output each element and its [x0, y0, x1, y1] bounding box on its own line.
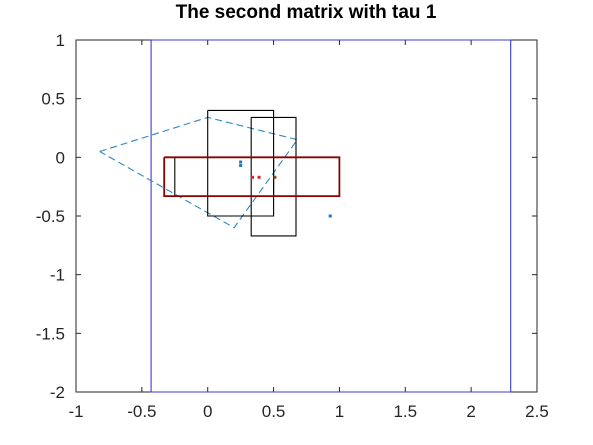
- data-point-6: [273, 175, 277, 179]
- x-tick-label: 2.5: [525, 402, 549, 421]
- x-tick-label: -0.5: [127, 402, 156, 421]
- series-line-2: [99, 116, 299, 229]
- y-tick-label: -1: [50, 266, 65, 285]
- series-line-1: [150, 39, 512, 393]
- y-tick-label: -1.5: [36, 324, 65, 343]
- x-tick-label: 0.5: [262, 402, 286, 421]
- data-point-1: [239, 160, 243, 164]
- x-tick-label: 0: [203, 402, 212, 421]
- series-layer: [99, 39, 512, 393]
- y-tick-label: -2: [50, 383, 65, 402]
- y-tick-label: 0: [56, 148, 65, 167]
- data-point-2: [239, 164, 243, 168]
- data-point-3: [328, 214, 332, 218]
- x-tick-label: 1: [335, 402, 344, 421]
- y-tick-label: 1: [56, 31, 65, 50]
- x-tick-label: 1.5: [393, 402, 417, 421]
- x-tick-label: 2: [466, 402, 475, 421]
- data-point-4: [250, 175, 254, 179]
- points-layer: [239, 160, 332, 218]
- data-point-5: [257, 175, 261, 179]
- series-line-6: [163, 156, 341, 198]
- y-tick-label: 0.5: [41, 90, 65, 109]
- series-line-3: [207, 109, 275, 217]
- plot-area: [75, 39, 538, 393]
- chart-title: The second matrix with tau 1: [176, 2, 437, 23]
- x-tick-label: -1: [68, 402, 83, 421]
- ticks-layer: -1 -0.5 0 0.5 1 1.5 2 2.5 1 0.5 0 -0.5 -1 -1.5 -2: [36, 31, 549, 421]
- y-tick-label: -0.5: [36, 207, 65, 226]
